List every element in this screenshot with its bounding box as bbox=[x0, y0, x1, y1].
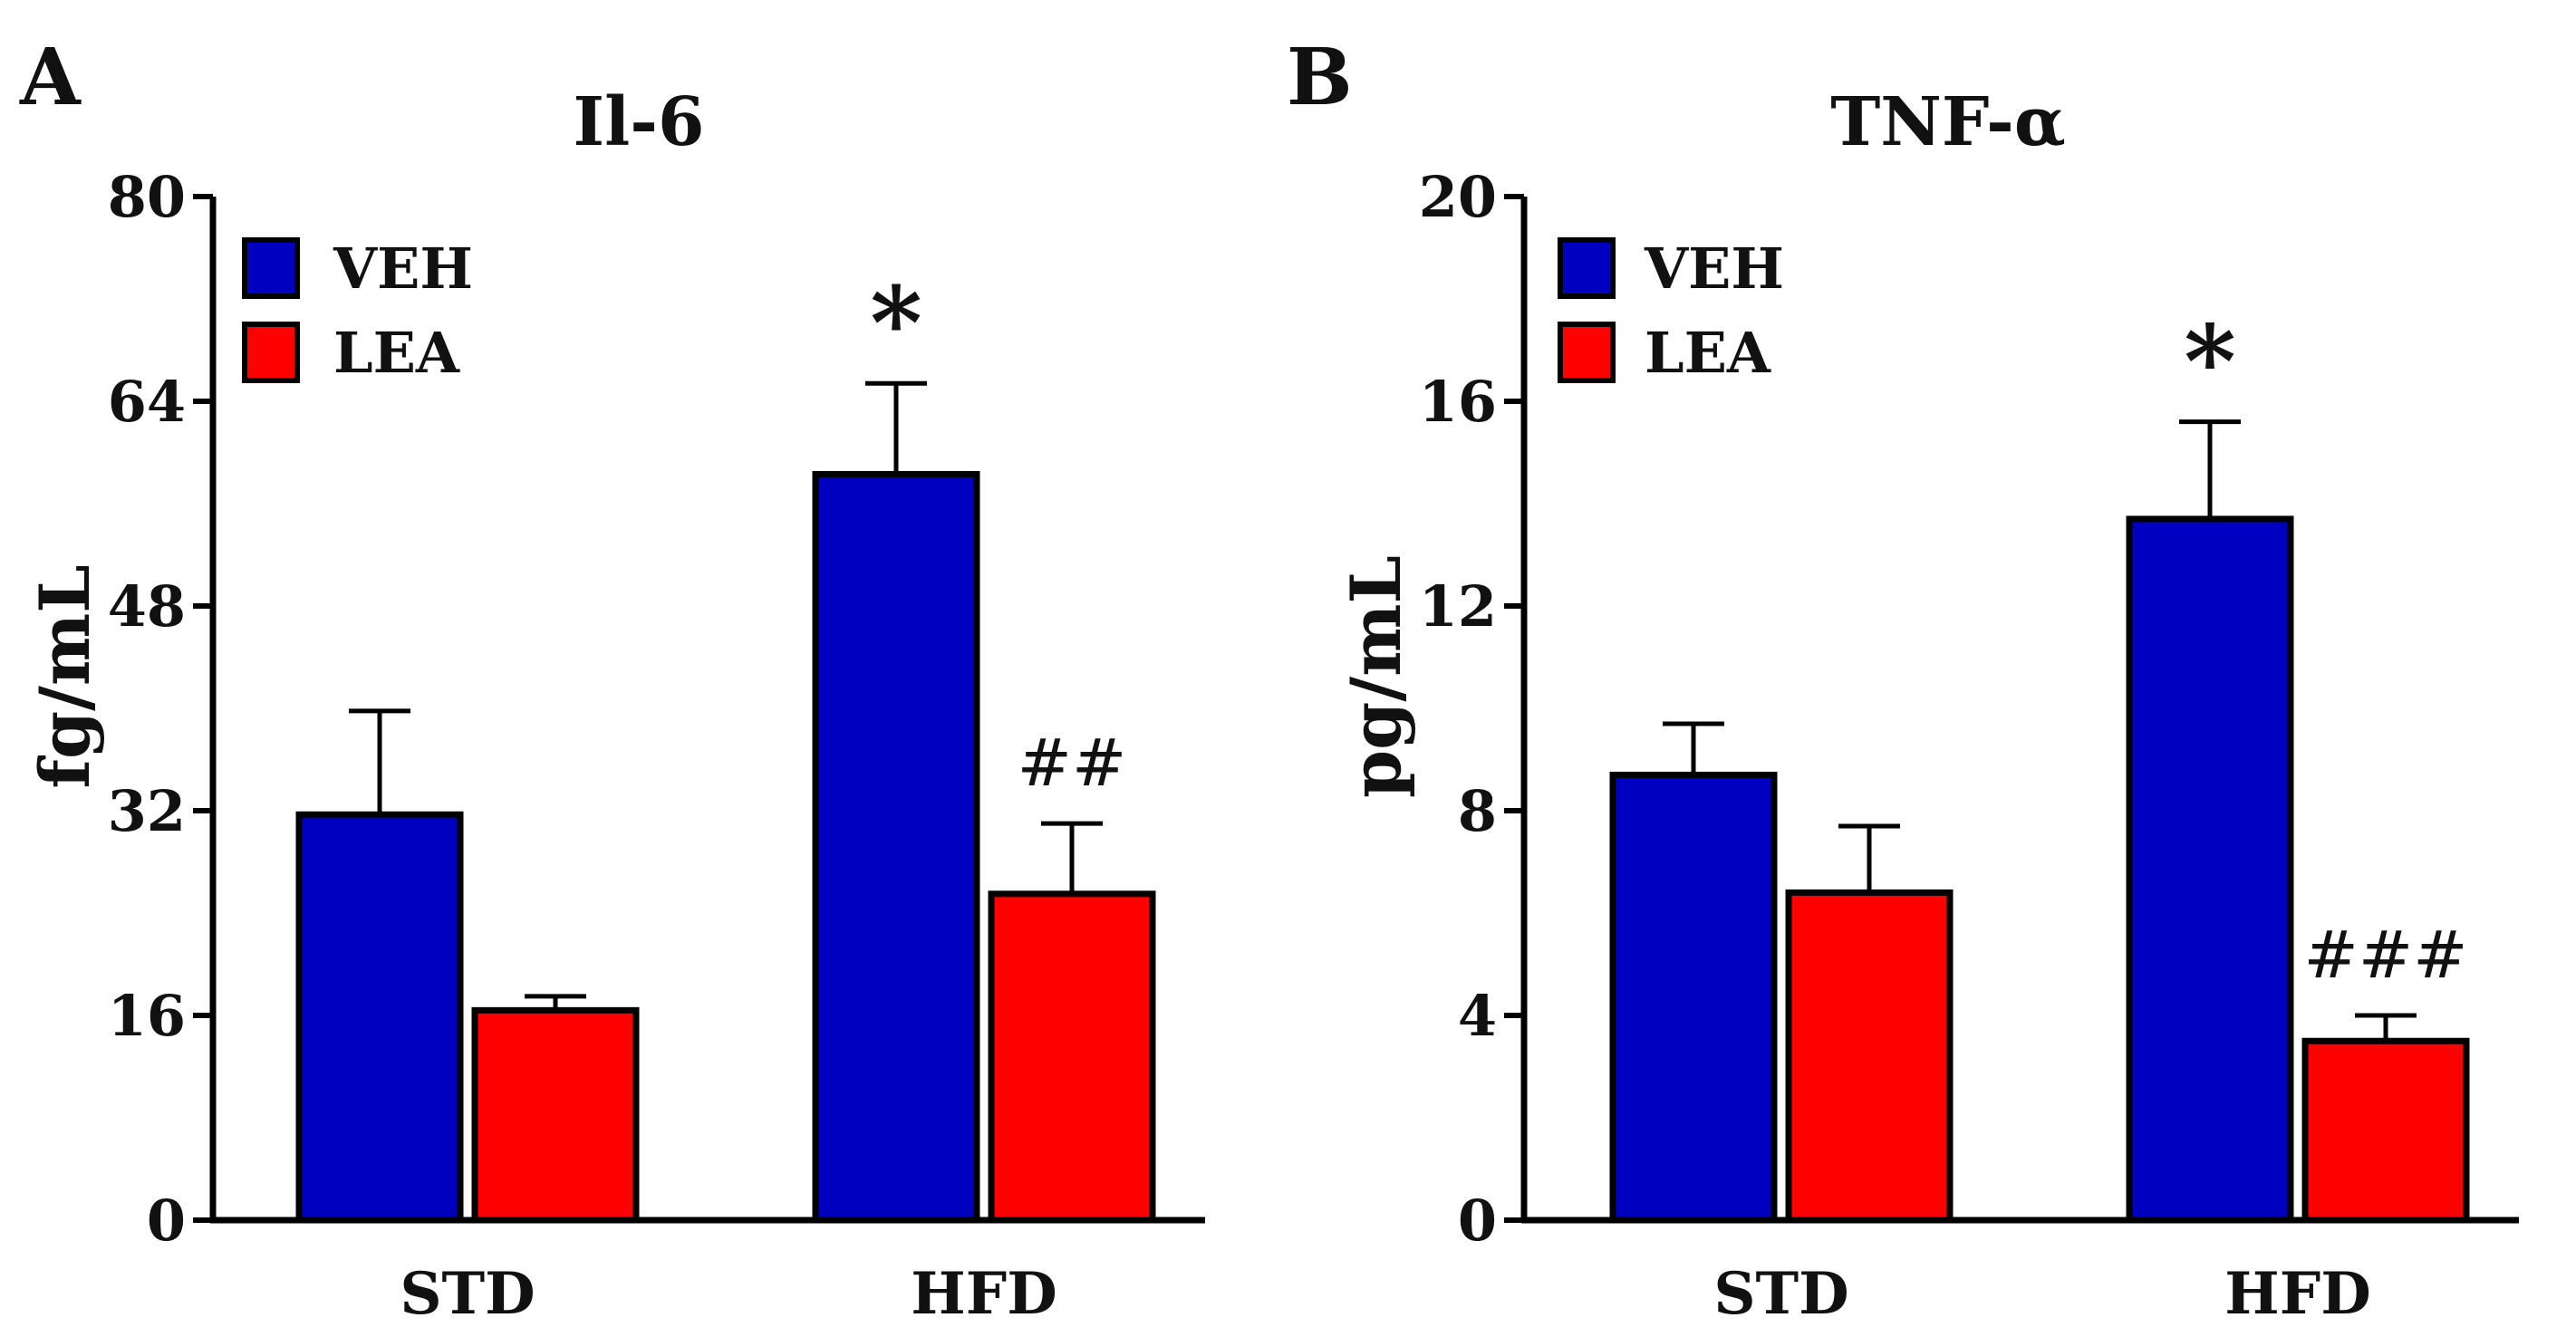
y-tick-label: 32 bbox=[108, 778, 186, 844]
y-tick-label: 4 bbox=[1458, 983, 1497, 1049]
y-tick-label: 80 bbox=[108, 164, 186, 230]
panel-letter: B bbox=[1287, 32, 1353, 123]
y-axis-label: pg/mL bbox=[1336, 555, 1416, 798]
y-tick-label: 20 bbox=[1419, 164, 1497, 230]
bar-veh-hfd bbox=[812, 471, 980, 1224]
legend-label-lea: LEA bbox=[333, 320, 460, 386]
y-tick-label: 16 bbox=[108, 983, 186, 1049]
significance-star: * bbox=[2184, 303, 2236, 420]
y-tick-label: 64 bbox=[108, 369, 186, 435]
y-tick-label: 8 bbox=[1458, 778, 1497, 844]
x-tick-label: STD bbox=[400, 1260, 535, 1328]
legend-label-lea: LEA bbox=[1645, 320, 1771, 386]
legend-swatch-lea bbox=[242, 322, 300, 383]
plot-area: STD HFD * ### 0 4 8 12 16 20 bbox=[1419, 164, 2519, 1328]
legend-swatch-lea bbox=[1558, 322, 1616, 383]
legend-label-veh: VEH bbox=[333, 236, 473, 302]
y-tick-label: 0 bbox=[147, 1188, 186, 1254]
x-tick-label: HFD bbox=[911, 1260, 1056, 1328]
bar-lea-hfd bbox=[2301, 1037, 2470, 1224]
panel-b: B TNF-α pg/mL STD HFD * ### 0 4 8 12 16 20 VEH LE… bbox=[1287, 32, 2519, 1328]
legend-swatch-veh bbox=[1558, 237, 1616, 299]
plot-area: STD HFD * ## 0 16 32 48 64 80 bbox=[108, 164, 1205, 1328]
legend: VEH LEA bbox=[242, 236, 473, 386]
legend-label-veh: VEH bbox=[1644, 236, 1784, 302]
chart-title: Il-6 bbox=[574, 83, 705, 161]
bar-lea-std bbox=[1785, 889, 1954, 1224]
panel-a: A Il-6 fg/mL STD HFD * ## 0 16 32 48 64 80 VEH LE… bbox=[19, 32, 1205, 1328]
y-tick-label: 16 bbox=[1419, 369, 1497, 435]
bar-lea-std bbox=[471, 1006, 640, 1224]
bar-veh-std bbox=[295, 811, 464, 1224]
panel-letter: A bbox=[19, 32, 82, 123]
chart-title: TNF-α bbox=[1830, 83, 2066, 161]
x-tick-label: HFD bbox=[2224, 1260, 2370, 1328]
bar-veh-std bbox=[1609, 771, 1778, 1224]
bar-veh-hfd bbox=[2126, 515, 2294, 1224]
legend: VEH LEA bbox=[1558, 236, 1784, 386]
x-tick-label: STD bbox=[1713, 1260, 1848, 1328]
y-axis-label: fg/mL bbox=[24, 564, 105, 788]
legend-swatch-veh bbox=[242, 237, 300, 299]
significance-star: * bbox=[870, 265, 922, 381]
y-tick-label: 48 bbox=[108, 573, 186, 640]
significance-hash: ## bbox=[1018, 725, 1127, 801]
y-tick-label: 0 bbox=[1458, 1188, 1497, 1254]
y-tick-label: 12 bbox=[1419, 573, 1497, 640]
bar-lea-hfd bbox=[988, 890, 1156, 1224]
significance-hash: ### bbox=[2304, 917, 2468, 993]
